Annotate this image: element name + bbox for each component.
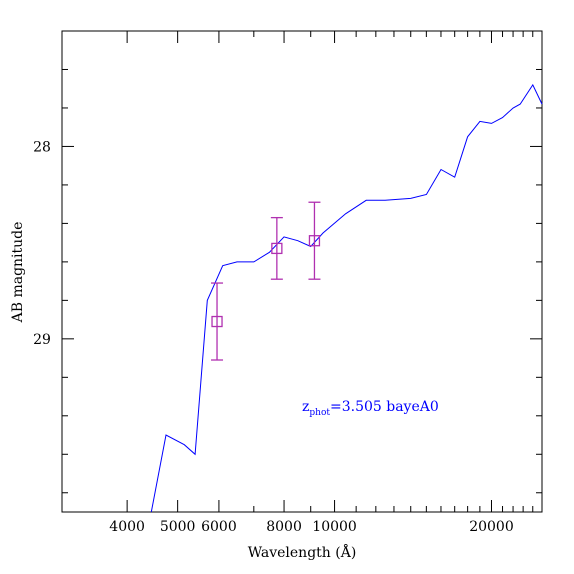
x-tick-label: 10000: [312, 519, 357, 535]
annotation-text: =3.505 bayeA0: [330, 399, 439, 415]
plot-frame: [61, 30, 543, 513]
x-tick-label: 5000: [160, 519, 196, 535]
y-axis-title: AB magnitude: [10, 222, 26, 324]
annotation-prefix: z: [302, 399, 309, 415]
photo-z-annotation: zphot=3.505 bayeA0: [302, 399, 439, 418]
x-tick-label: 4000: [109, 519, 145, 535]
x-tick-label: 20000: [469, 519, 514, 535]
y-tick-label: 29: [33, 332, 51, 348]
photometry-point: [308, 235, 321, 247]
annotation-subscript: phot: [309, 408, 330, 418]
x-axis-title: Wavelength (Å): [248, 543, 357, 561]
x-tick-label: 8000: [266, 519, 302, 535]
y-tick-label: 28: [33, 139, 51, 155]
photometry-point: [271, 242, 283, 255]
template-spectrum-line: [150, 83, 543, 513]
x-tick-label: 6000: [201, 519, 237, 535]
photometry-point: [211, 315, 223, 328]
